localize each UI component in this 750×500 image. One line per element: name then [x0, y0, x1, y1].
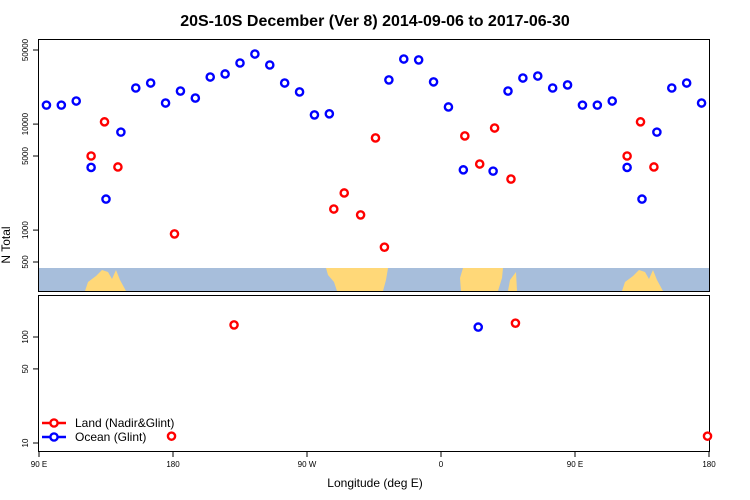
- ocean-point: [145, 78, 156, 88]
- land-point: [370, 133, 381, 143]
- ocean-point: [56, 100, 67, 110]
- land-point: [328, 204, 339, 214]
- ocean-point: [264, 60, 275, 70]
- map-land-africa: [460, 268, 503, 291]
- land-point: [474, 159, 485, 169]
- ocean-point: [324, 109, 335, 119]
- x-tick-label: 0: [439, 460, 444, 469]
- land-ocean-map-strip: [39, 268, 709, 291]
- legend-entry-ocean: Ocean (Glint): [42, 430, 146, 444]
- x-axis-label: Longitude (deg E): [327, 476, 422, 490]
- ocean-point: [205, 72, 216, 82]
- map-land-south-america: [326, 268, 388, 291]
- ocean-point: [622, 162, 632, 173]
- ocean-point: [250, 49, 260, 59]
- top-y-tick-label: 500: [21, 255, 30, 269]
- x-tick-label: 90 E: [567, 460, 583, 469]
- bottom-y-tick-label: 50: [21, 364, 30, 373]
- legend: Land (Nadir&Glint) Ocean (Glint): [42, 416, 174, 444]
- ocean-point: [130, 83, 141, 93]
- ocean-point: [294, 87, 305, 97]
- land-point: [506, 174, 516, 184]
- land-point: [635, 117, 646, 127]
- ocean-point: [637, 194, 647, 204]
- bottom-panel-frame: [38, 295, 710, 452]
- ocean-point: [503, 86, 513, 96]
- chart-title: 20S-10S December (Ver 8) 2014-09-06 to 2…: [180, 13, 570, 30]
- ocean-point: [428, 77, 439, 87]
- land-point: [339, 188, 350, 198]
- legend-entry-land: Land (Nadir&Glint): [42, 416, 174, 430]
- top-y-tick-label: 50000: [21, 38, 30, 61]
- land-point: [702, 431, 713, 441]
- ocean-point: [235, 58, 245, 68]
- land-point: [355, 210, 366, 220]
- land-point: [489, 123, 500, 133]
- ocean-point: [101, 194, 111, 204]
- ocean-point: [518, 73, 528, 83]
- ocean-point: [577, 100, 588, 110]
- ocean-point: [458, 165, 469, 175]
- ocean-point: [220, 69, 230, 79]
- ocean-point: [41, 100, 52, 110]
- bottom-y-tick-label: 100: [21, 330, 30, 344]
- ocean-point: [398, 54, 409, 64]
- bottom-y-tick-label: 10: [21, 438, 30, 447]
- ocean-point: [666, 83, 677, 93]
- x-tick-label: 180: [166, 460, 180, 469]
- ocean-point: [547, 83, 558, 93]
- ocean-point: [681, 78, 692, 88]
- ocean-point: [175, 86, 186, 96]
- y-axis-label: N Total: [0, 226, 13, 263]
- land-point: [86, 151, 96, 161]
- map-land-madagascar: [508, 272, 517, 291]
- ocean-point: [488, 166, 498, 176]
- x-tick-label: 90 W: [298, 460, 317, 469]
- land-point: [649, 162, 659, 172]
- legend-label-ocean: Ocean (Glint): [75, 430, 146, 444]
- land-point: [460, 131, 470, 141]
- land-point: [379, 242, 390, 252]
- ocean-point: [384, 75, 394, 85]
- ocean-point: [309, 110, 320, 120]
- top-panel-frame: [38, 39, 710, 292]
- ocean-point: [116, 127, 126, 137]
- ocean-point: [279, 78, 290, 88]
- x-tick-label: 90 E: [31, 460, 47, 469]
- x-tick-label: 180: [702, 460, 716, 469]
- land-point: [166, 431, 177, 441]
- land-point: [510, 318, 521, 328]
- ocean-point: [652, 127, 662, 137]
- map-land-australia: [85, 270, 126, 291]
- ocean-point: [696, 98, 707, 108]
- land-point: [169, 229, 180, 239]
- ocean-point: [160, 98, 171, 108]
- top-y-tick-label: 5000: [21, 147, 30, 165]
- land-point: [622, 151, 632, 161]
- ocean-point: [562, 80, 573, 90]
- legend-label-land: Land (Nadir&Glint): [75, 416, 174, 430]
- ocean-point: [473, 322, 484, 332]
- top-y-tick-label: 10000: [21, 112, 30, 135]
- ocean-point: [190, 93, 201, 103]
- ocean-point: [86, 162, 96, 173]
- ocean-point: [532, 71, 543, 81]
- land-point: [229, 320, 239, 330]
- land-point: [99, 117, 110, 127]
- top-y-tick-label: 1000: [21, 221, 30, 239]
- ocean-point: [71, 96, 82, 106]
- map-land-australia: [622, 270, 663, 291]
- land-point: [113, 162, 123, 172]
- ocean-point: [443, 102, 454, 112]
- ocean-point: [607, 96, 618, 106]
- ocean-point: [592, 100, 603, 110]
- ocean-point: [413, 55, 424, 65]
